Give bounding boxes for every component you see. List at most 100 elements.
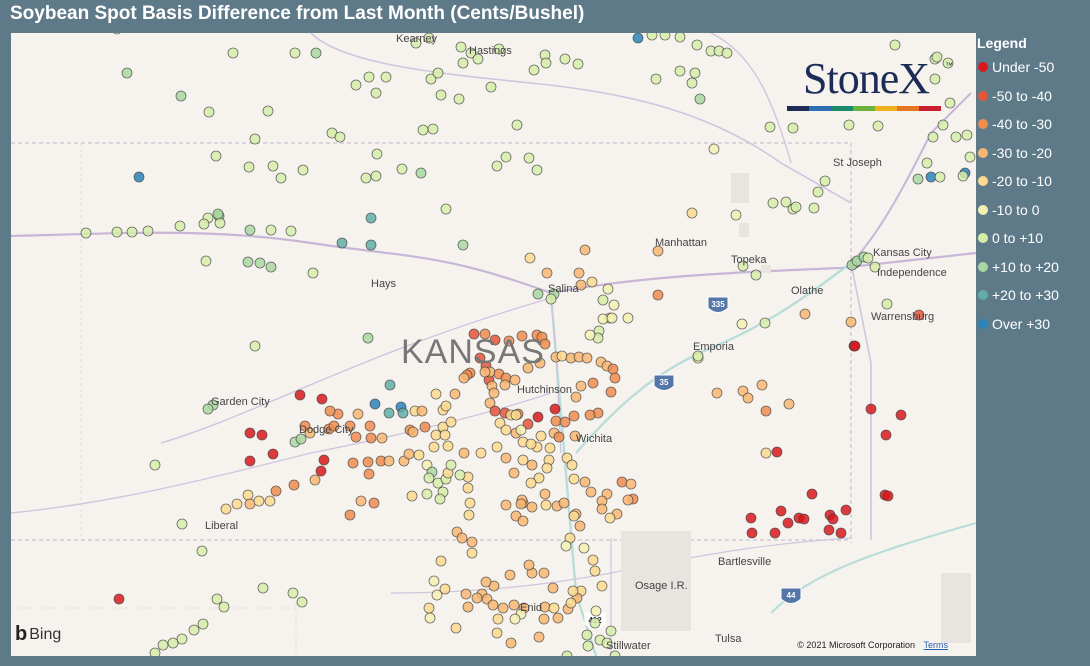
basis-data-point[interactable] [113,593,125,605]
basis-data-point[interactable] [244,455,256,467]
basis-data-point[interactable] [211,593,223,605]
basis-data-point[interactable] [596,503,608,515]
basis-data-point[interactable] [579,244,591,256]
basis-data-point[interactable] [440,203,452,215]
basis-data-point[interactable] [509,613,521,625]
basis-data-point[interactable] [517,454,529,466]
basis-data-point[interactable] [737,260,749,272]
basis-data-point[interactable] [200,255,212,267]
basis-data-point[interactable] [407,426,419,438]
basis-data-point[interactable] [596,580,608,592]
basis-data-point[interactable] [384,379,396,391]
basis-data-point[interactable] [515,424,527,436]
basis-data-point[interactable] [334,131,346,143]
basis-data-point[interactable] [782,517,794,529]
basis-data-point[interactable] [430,429,442,441]
basis-data-point[interactable] [553,431,565,443]
basis-data-point[interactable] [586,276,598,288]
basis-data-point[interactable] [440,400,452,412]
basis-data-point[interactable] [522,418,534,430]
basis-data-point[interactable] [674,33,686,43]
basis-data-point[interactable] [175,90,187,102]
basis-data-point[interactable] [767,197,779,209]
basis-data-point[interactable] [609,372,621,384]
basis-data-point[interactable] [316,393,328,405]
basis-data-point[interactable] [931,51,943,63]
basis-data-point[interactable] [210,150,222,162]
basis-data-point[interactable] [396,163,408,175]
basis-data-point[interactable] [267,448,279,460]
basis-data-point[interactable] [249,133,261,145]
basis-data-point[interactable] [756,379,768,391]
basis-data-point[interactable] [489,405,501,417]
basis-data-point[interactable] [347,457,359,469]
basis-data-point[interactable] [489,334,501,346]
basis-data-point[interactable] [410,37,422,49]
basis-data-point[interactable] [540,499,552,511]
basis-data-point[interactable] [111,226,123,238]
basis-data-point[interactable] [565,597,577,609]
basis-data-point[interactable] [505,637,517,649]
basis-data-point[interactable] [480,576,492,588]
basis-data-point[interactable] [243,161,255,173]
basis-data-point[interactable] [462,482,474,494]
basis-data-point[interactable] [310,47,322,59]
basis-data-point[interactable] [606,312,618,324]
basis-data-point[interactable] [296,596,308,608]
basis-data-point[interactable] [365,239,377,251]
basis-data-point[interactable] [214,217,226,229]
basis-data-point[interactable] [203,106,215,118]
basis-data-point[interactable] [604,512,616,524]
basis-data-point[interactable] [790,201,802,213]
basis-data-point[interactable] [561,650,573,656]
basis-data-point[interactable] [324,405,336,417]
basis-data-point[interactable] [450,622,462,634]
basis-data-point[interactable] [336,237,348,249]
basis-data-point[interactable] [957,170,969,182]
basis-data-point[interactable] [607,363,619,375]
basis-data-point[interactable] [376,432,388,444]
basis-data-point[interactable] [769,527,781,539]
basis-data-point[interactable] [964,151,976,163]
basis-data-point[interactable] [840,504,852,516]
basis-data-point[interactable] [458,372,470,384]
basis-data-point[interactable] [587,554,599,566]
basis-data-point[interactable] [80,227,92,239]
basis-data-point[interactable] [491,441,503,453]
basis-data-point[interactable] [921,157,933,169]
basis-data-point[interactable] [262,105,274,117]
basis-data-point[interactable] [582,640,594,652]
legend-item[interactable]: -50 to -40 [977,82,1090,111]
basis-data-point[interactable] [540,57,552,69]
basis-data-point[interactable] [532,411,544,423]
basis-data-point[interactable] [350,79,362,91]
basis-data-point[interactable] [532,288,544,300]
basis-data-point[interactable] [745,512,757,524]
basis-data-point[interactable] [525,477,537,489]
basis-data-point[interactable] [646,33,658,41]
basis-data-point[interactable] [371,148,383,160]
basis-data-point[interactable] [708,143,720,155]
basis-data-point[interactable] [544,442,556,454]
basis-data-point[interactable] [142,225,154,237]
basis-data-point[interactable] [925,171,937,183]
basis-data-point[interactable] [474,352,486,364]
basis-data-point[interactable] [510,409,522,421]
basis-data-point[interactable] [369,398,381,410]
basis-data-point[interactable] [368,497,380,509]
basis-data-point[interactable] [427,123,439,135]
basis-data-point[interactable] [533,472,545,484]
basis-data-point[interactable] [289,47,301,59]
basis-data-point[interactable] [288,479,300,491]
legend-item[interactable]: -10 to 0 [977,196,1090,225]
basis-data-point[interactable] [488,387,500,399]
basis-data-point[interactable] [432,67,444,79]
basis-data-point[interactable] [589,617,601,629]
basis-data-point[interactable] [819,175,831,187]
basis-data-point[interactable] [689,67,701,79]
legend-item[interactable]: +20 to +30 [977,281,1090,310]
basis-data-point[interactable] [659,33,671,41]
basis-data-point[interactable] [539,338,551,350]
basis-data-point[interactable] [775,505,787,517]
